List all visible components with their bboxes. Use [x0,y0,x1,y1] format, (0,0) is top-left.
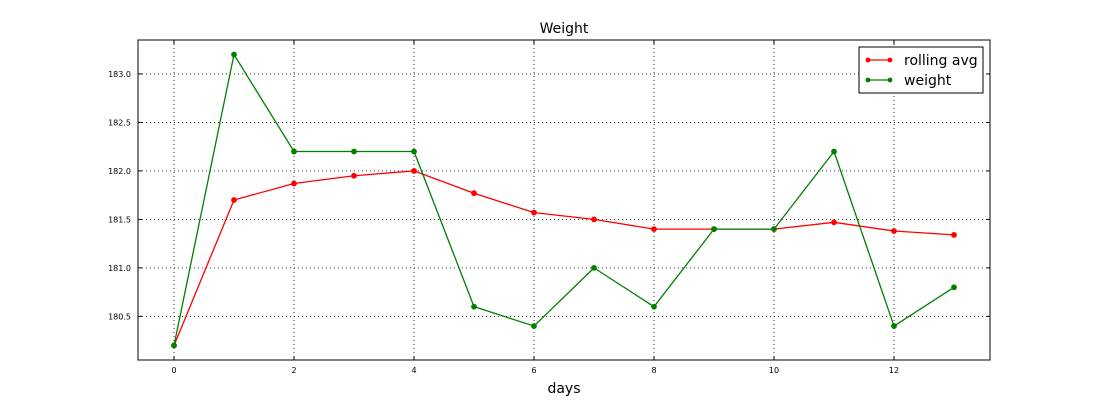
series-line-weight [173,53,955,346]
chart-title: Weight [540,21,589,37]
axes: 0 2 4 6 8 10 12 180.5 181.0 181.5 182.0 182.5 183.0 [108,40,990,375]
data-point-weight [651,303,657,310]
data-point-rolling-avg [651,226,657,232]
y-tick-label: 180.5 [108,312,131,321]
data-point-rolling-avg [411,168,417,174]
x-axis-label: days [547,381,580,397]
data-point-weight [771,226,777,232]
data-point-weight [831,148,837,155]
data-point-rolling-avg [891,228,897,234]
y-tick-label: 182.5 [108,118,131,127]
legend-label: rolling avg [904,53,978,69]
legend-label: weight [904,73,952,89]
data-point-weight [411,148,417,155]
data-point-rolling-avg [531,209,537,216]
data-point-rolling-avg [831,219,837,226]
series-weight [171,51,957,349]
x-tick-label: 6 [531,366,536,375]
x-tick-label: 0 [171,366,176,375]
data-point-rolling-avg [351,172,357,179]
data-point-weight [951,284,957,291]
data-point-weight [711,226,717,232]
legend-item: rolling avg [865,53,978,69]
data-point-rolling-avg [471,190,477,197]
y-tick-label: 181.0 [108,264,131,273]
data-point-weight [231,51,237,58]
legend-marker [865,57,871,63]
data-point-rolling-avg [591,216,597,223]
legend-marker [887,77,893,83]
legend-item: weight [865,73,952,89]
x-tick-label: 4 [411,366,416,375]
data-point-rolling-avg [231,197,237,203]
x-tick-label: 8 [651,366,656,375]
data-point-weight [471,303,477,310]
legend-box [858,46,984,94]
data-point-weight [891,323,897,329]
data-point-weight [351,148,357,155]
series-line-rolling-avg [173,170,955,346]
legend: rolling avg weight [858,46,984,94]
y-tick-label: 183.0 [108,70,131,79]
data-point-weight [531,323,537,329]
x-tick-label: 12 [889,366,899,375]
data-point-rolling-avg [291,180,297,187]
legend-marker [887,57,893,63]
data-point-weight [291,148,297,155]
data-point-rolling-avg [951,232,957,238]
data-point-weight [171,342,177,349]
data-point-weight [591,264,597,271]
x-tick-label: 10 [769,366,779,375]
plot-frame [137,39,991,361]
series-rolling-avg [171,168,957,349]
y-tick-label: 182.0 [108,167,131,176]
grid-lines [138,40,990,360]
y-tick-label: 181.5 [108,215,131,224]
series-group [171,51,957,349]
legend-marker [865,77,871,83]
x-tick-label: 2 [291,366,296,375]
